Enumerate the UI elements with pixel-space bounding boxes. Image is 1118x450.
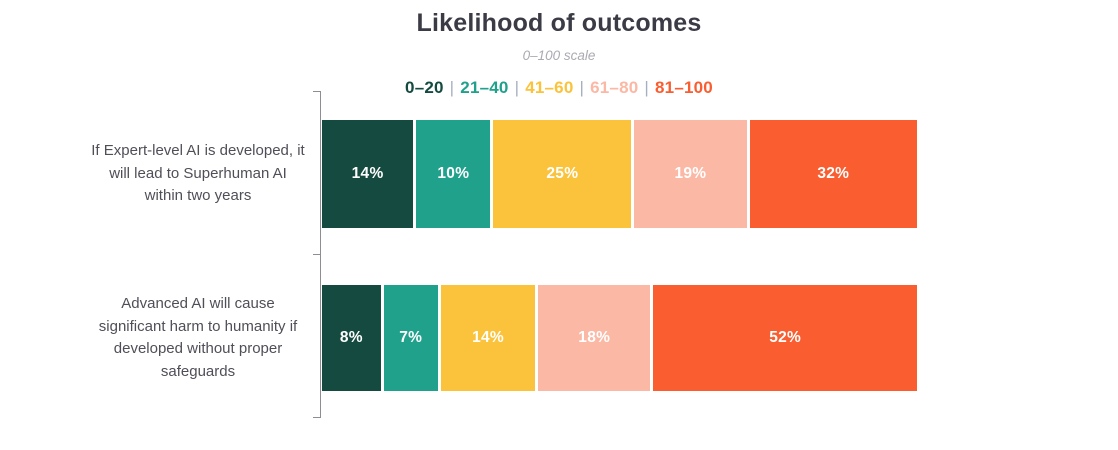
bar-segment-0–20: 8% [322,285,381,391]
legend-item-61–80: 61–80 [590,78,639,97]
segment-value-label: 25% [546,165,579,182]
bar-segment-41–60: 25% [493,120,632,228]
bar-segment-0–20: 14% [322,120,414,228]
axis-tick-middle [313,254,321,255]
segment-value-label: 19% [674,165,707,182]
segment-value-label: 52% [769,329,802,346]
axis-tick-top [313,91,321,92]
legend-item-0–20: 0–20 [405,78,444,97]
bar-segment-21–40: 10% [416,120,491,228]
bar-segment-81–100: 32% [749,120,917,228]
segment-value-label: 10% [437,165,470,182]
bar-segment-41–60: 14% [440,285,536,391]
segment-value-label: 18% [578,329,611,346]
bar-segment-21–40: 7% [383,285,438,391]
chart-subtitle: 0–100 scale [522,48,596,63]
segment-value-label: 14% [351,165,384,182]
legend-separator: | [449,78,455,97]
bar-segment-61–80: 19% [634,120,747,228]
category-label: If Expert-level AI is developed, it will… [91,142,305,205]
legend-item-81–100: 81–100 [655,78,713,97]
category-label: Advanced AI will cause significant harm … [98,295,298,380]
bar-segment-81–100: 52% [653,285,917,391]
legend-separator: | [579,78,585,97]
legend: 0–20 | 21–40 | 41–60 | 61–80 | 81–100 [0,78,1118,98]
legend-item-21–40: 21–40 [460,78,509,97]
segment-value-label: 7% [399,329,423,346]
stacked-bar: 8% 7% 14% 18% 52% [322,285,917,391]
legend-separator: | [514,78,520,97]
legend-separator: | [644,78,650,97]
chart-title: Likelihood of outcomes [416,9,702,37]
stacked-bar: 14% 10% 25% 19% 32% [322,120,917,228]
legend-item-41–60: 41–60 [525,78,574,97]
segment-value-label: 32% [817,165,850,182]
axis-tick-bottom [313,417,321,418]
axis-line [313,91,321,418]
segment-value-label: 14% [472,329,504,346]
segment-value-label: 8% [339,329,363,346]
bar-segment-61–80: 18% [538,285,651,391]
